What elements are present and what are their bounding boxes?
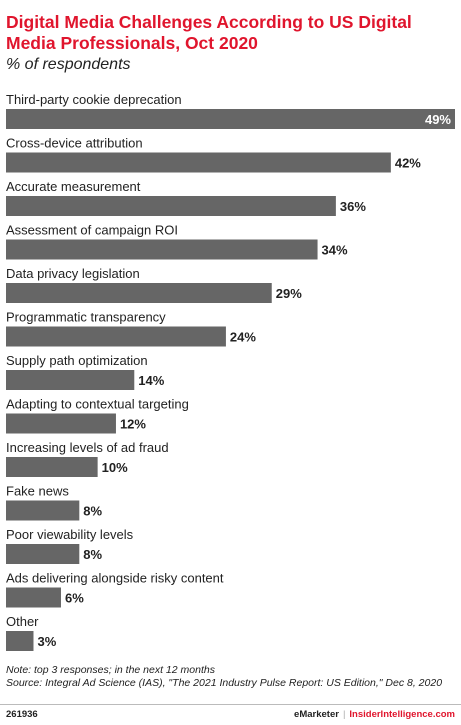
- bar: [6, 109, 455, 129]
- value-label: 8%: [83, 504, 102, 519]
- value-label: 6%: [65, 591, 84, 606]
- source-text: Source: Integral Ad Science (IAS), "The …: [6, 676, 443, 689]
- category-label: Programmatic transparency: [6, 310, 166, 325]
- brand-insider-intelligence: InsiderIntelligence.com: [349, 709, 455, 720]
- bar: [6, 500, 80, 521]
- bar-chart: Third-party cookie deprecation 49% Cross-d…: [6, 92, 455, 651]
- category-label: Other: [6, 614, 39, 629]
- category-label: Data privacy legislation: [6, 266, 140, 281]
- chart-title: Digital Media Challenges According to US…: [6, 12, 412, 53]
- category-label: Cross-device attribution: [6, 136, 143, 151]
- value-label: 49%: [425, 112, 451, 127]
- category-label: Poor viewability levels: [6, 527, 134, 542]
- bar: [6, 239, 318, 260]
- category-label: Adapting to contextual targeting: [6, 397, 189, 412]
- bar: [6, 457, 98, 477]
- category-label: Supply path optimization: [6, 353, 148, 368]
- value-label: 10%: [102, 460, 128, 475]
- bar: [6, 326, 226, 347]
- bar: [6, 370, 135, 390]
- category-label: Increasing levels of ad fraud: [6, 440, 169, 455]
- chart-id: 261936: [6, 709, 38, 720]
- chart-subtitle: % of respondents: [6, 56, 131, 73]
- footer-divider: [0, 704, 461, 705]
- bar: [6, 196, 336, 216]
- value-label: 42%: [395, 156, 421, 171]
- category-label: Third-party cookie deprecation: [6, 92, 182, 107]
- value-label: 36%: [340, 199, 366, 214]
- brand-separator: |: [342, 709, 346, 720]
- category-label: Ads delivering alongside risky content: [6, 571, 224, 586]
- bar: [6, 283, 272, 303]
- note-text: Note: top 3 responses; in the next 12 mo…: [6, 664, 215, 676]
- brand-emarketer: eMarketer: [294, 709, 339, 720]
- footer-brand: eMarketer | InsiderIntelligence.com: [294, 709, 455, 720]
- bar: [6, 544, 80, 564]
- value-label: 29%: [276, 286, 302, 301]
- bar: [6, 587, 61, 608]
- bar: [6, 631, 34, 651]
- bar: [6, 413, 116, 434]
- value-label: 12%: [120, 417, 146, 432]
- category-label: Assessment of campaign ROI: [6, 223, 178, 238]
- category-label: Accurate measurement: [6, 179, 141, 194]
- value-label: 34%: [322, 243, 348, 258]
- value-label: 8%: [83, 547, 102, 562]
- category-label: Fake news: [6, 484, 69, 499]
- value-label: 14%: [138, 373, 164, 388]
- value-label: 24%: [230, 330, 256, 345]
- bar: [6, 152, 391, 173]
- value-label: 3%: [37, 634, 56, 649]
- footnote: Note: top 3 responses; in the next 12 mo…: [6, 664, 454, 689]
